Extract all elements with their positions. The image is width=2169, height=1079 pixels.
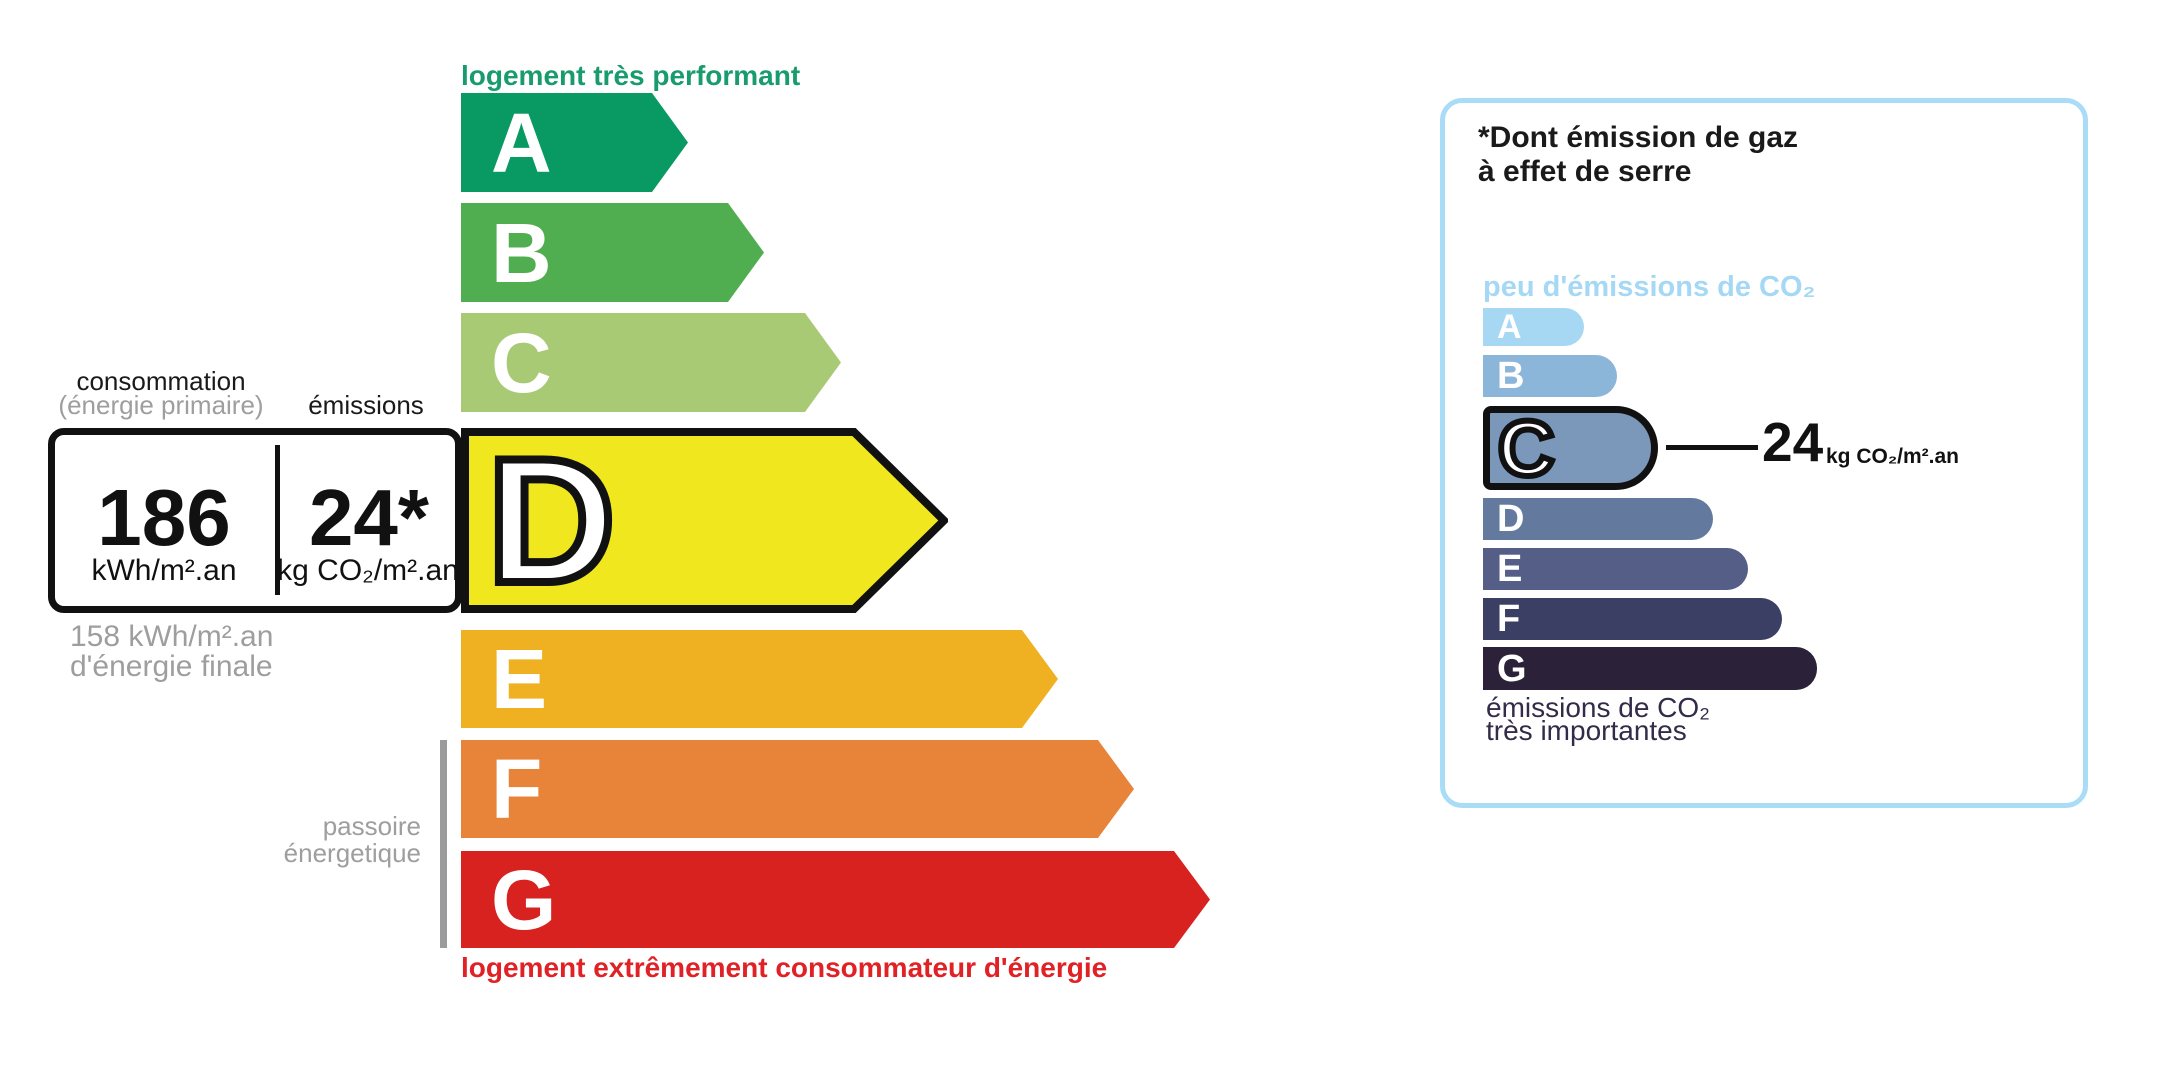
co2-class-letter-a: A	[1497, 308, 1522, 346]
primary-energy-value: 186	[97, 473, 231, 562]
energy-class-bar-c: C	[461, 313, 841, 412]
energy-sieve-label-line1: passoire	[322, 811, 421, 841]
co2-class-bar-e: E	[1483, 548, 1748, 590]
co2-class-bar-f: F	[1483, 598, 1782, 640]
energy-class-bar-g: G	[461, 851, 1210, 948]
energy-class-letter-a: A	[491, 95, 552, 190]
emissions-value: 24*	[308, 473, 430, 562]
co2-class-bar-a: A	[1483, 308, 1584, 346]
co2-class-bar-c-selected: C	[1483, 406, 1658, 490]
co2-class-bar-b: B	[1483, 355, 1617, 397]
co2-class-bar-d: D	[1483, 498, 1713, 540]
co2-scale-top-caption: peu d'émissions de CO₂	[1483, 271, 1816, 303]
co2-class-letter-c: C	[1495, 404, 1557, 492]
co2-class-letter-e: E	[1497, 548, 1523, 590]
emissions-unit: kg CO₂/m².an	[277, 554, 459, 587]
energy-class-bar-b: B	[461, 203, 764, 302]
co2-class-bar-g: G	[1483, 647, 1817, 690]
emissions-label: émissions	[308, 390, 424, 420]
energy-class-bar-d-shape	[461, 428, 948, 613]
co2-class-letter-b: B	[1497, 355, 1525, 397]
co2-class-letter-g: G	[1497, 647, 1527, 690]
box-divider	[275, 445, 280, 595]
energy-class-letter-e: E	[491, 632, 548, 726]
co2-scale-bottom-caption-line2: très importantes	[1486, 715, 1687, 746]
consumption-label: consommation	[76, 366, 246, 396]
co2-panel-title-line1: *Dont émission de gaz	[1478, 121, 1799, 154]
co2-value: 24	[1762, 411, 1824, 473]
co2-class-letter-d: D	[1497, 498, 1525, 540]
energy-sieve-bracket-line	[440, 740, 447, 948]
energy-class-bar-a: A	[461, 93, 688, 192]
consumption-value-box: 186 kWh/m².an 24* kg CO₂/m².an	[48, 428, 462, 613]
energy-class-bar-e: E	[461, 630, 1058, 728]
co2-panel-title-line2: à effet de serre	[1478, 155, 1692, 188]
energy-class-letter-d: D	[483, 420, 620, 620]
co2-scale-bottom-caption-line1: émissions de CO₂	[1486, 692, 1711, 723]
energy-class-letter-g: G	[491, 852, 557, 947]
energy-class-bar-f: F	[461, 740, 1134, 838]
primary-energy-unit: kWh/m².an	[91, 554, 237, 587]
primary-energy-label: (énergie primaire)	[58, 390, 264, 420]
co2-value-connector-line	[1666, 445, 1758, 450]
energy-sieve-label-line2: énergetique	[283, 838, 421, 868]
co2-class-letter-f: F	[1497, 598, 1521, 640]
final-energy-value: 158 kWh/m².an	[70, 620, 274, 653]
energy-scale-bottom-caption: logement extrêmement consommateur d'éner…	[461, 952, 1108, 983]
energy-class-letter-c: C	[491, 315, 552, 410]
energy-scale-top-caption: logement très performant	[461, 60, 801, 91]
energy-class-bar-d-selected	[461, 428, 948, 613]
energy-class-letter-f: F	[491, 742, 543, 836]
final-energy-caption: d'énergie finale	[70, 650, 273, 683]
co2-value-unit: kg CO₂/m².an	[1826, 445, 1960, 468]
energy-class-letter-b: B	[491, 205, 552, 300]
